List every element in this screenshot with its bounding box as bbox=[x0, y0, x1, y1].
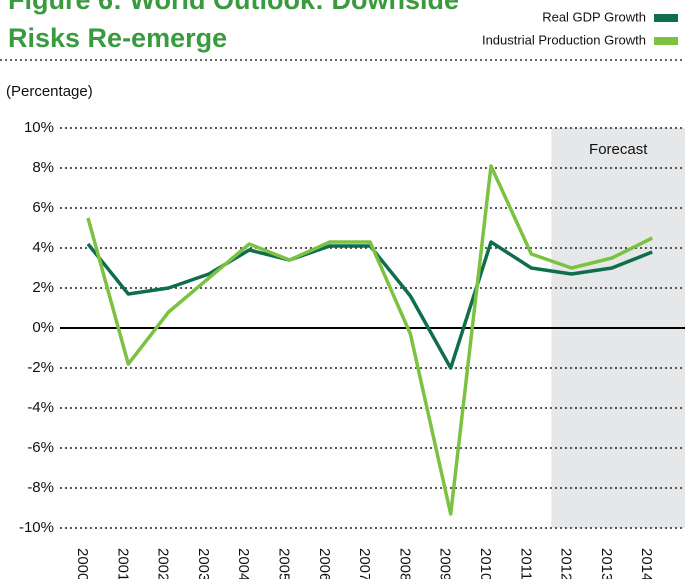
legend-label: Industrial Production Growth bbox=[482, 32, 646, 47]
x-tick-label: 2011 bbox=[517, 548, 534, 579]
legend-swatch bbox=[654, 14, 678, 22]
chart-title: Figure 6: World Outlook: Downside bbox=[8, 0, 459, 15]
x-tick-label: 2000 bbox=[74, 548, 91, 579]
y-axis-label: (Percentage) bbox=[6, 83, 93, 100]
forecast-label: Forecast bbox=[589, 141, 648, 158]
x-tick-label: 2005 bbox=[276, 548, 293, 579]
y-tick-label: -6% bbox=[27, 439, 54, 456]
x-tick-label: 2008 bbox=[396, 548, 413, 579]
x-tick-label: 2013 bbox=[598, 548, 615, 579]
x-tick-label: 2007 bbox=[356, 548, 373, 579]
chart-title: Risks Re-emerge bbox=[8, 23, 227, 53]
x-tick-label: 2003 bbox=[195, 548, 212, 579]
x-tick-label: 2012 bbox=[558, 548, 575, 579]
x-tick-label: 2014 bbox=[638, 548, 655, 579]
y-tick-label: 8% bbox=[32, 159, 54, 176]
x-tick-label: 2001 bbox=[114, 548, 131, 579]
y-tick-label: 0% bbox=[32, 319, 54, 336]
y-tick-label: 4% bbox=[32, 239, 54, 256]
legend-label: Real GDP Growth bbox=[542, 9, 646, 24]
x-tick-label: 2002 bbox=[155, 548, 172, 579]
line-series bbox=[86, 164, 653, 516]
y-tick-label: -4% bbox=[27, 399, 54, 416]
x-tick-label: 2009 bbox=[437, 548, 454, 579]
y-tick-label: -2% bbox=[27, 359, 54, 376]
x-tick-label: 2004 bbox=[235, 548, 252, 579]
y-tick-label: 10% bbox=[24, 119, 54, 136]
x-tick-label: 2010 bbox=[477, 548, 494, 579]
legend-swatch bbox=[654, 37, 678, 45]
y-tick-label: -8% bbox=[27, 479, 54, 496]
y-tick-label: 2% bbox=[32, 279, 54, 296]
y-tick-label: 6% bbox=[32, 199, 54, 216]
x-tick-label: 2006 bbox=[316, 548, 333, 579]
y-tick-label: -10% bbox=[19, 519, 54, 536]
